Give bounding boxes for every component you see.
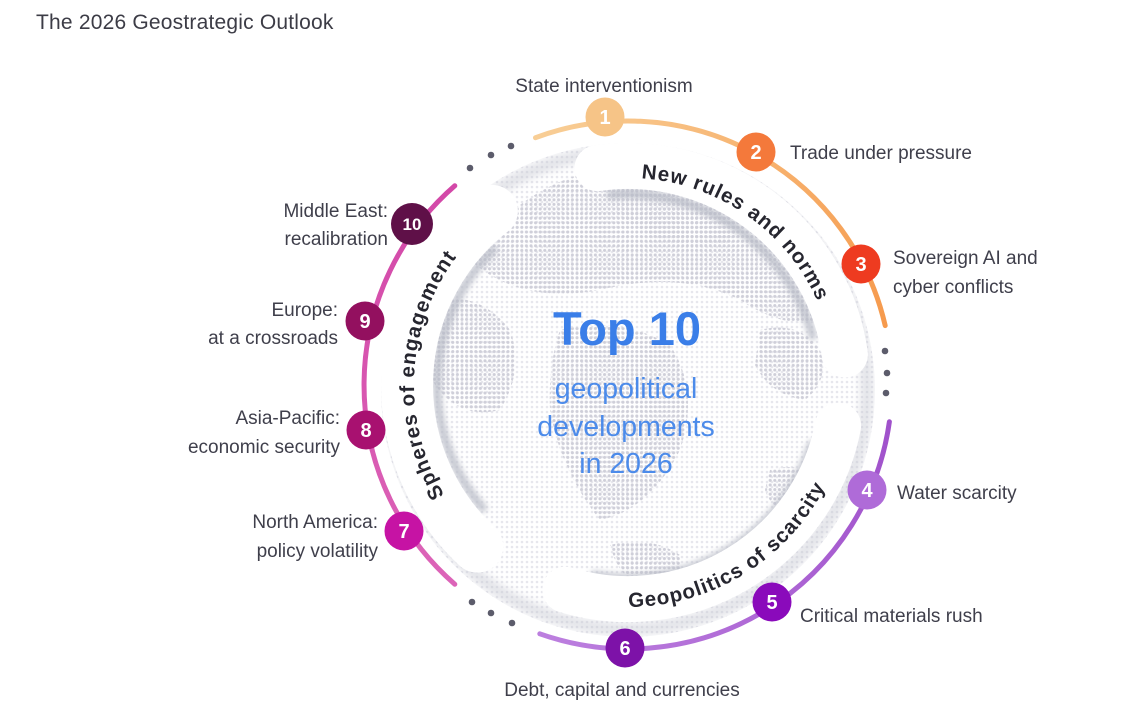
item-8-label-line-2: economic security — [188, 437, 341, 458]
item-6-debt-capital-currencies: 6 Debt, capital and currencies — [504, 628, 740, 701]
item-4-water-scarcity: 4 Water scarcity — [847, 470, 1017, 510]
item-3-number: 3 — [855, 254, 866, 276]
item-4-label: Water scarcity — [897, 483, 1017, 504]
item-8-label-line-1: Asia-Pacific: — [235, 408, 340, 429]
item-4-number: 4 — [861, 480, 873, 502]
item-9-europe-at-a-crossroads: 9 Europe: at a crossroads — [208, 300, 385, 349]
item-6-label: Debt, capital and currencies — [504, 680, 740, 701]
center-headline-block: Top 10 geopolitical developments in 2026 — [537, 302, 714, 480]
item-5-number: 5 — [766, 592, 777, 614]
item-10-marker — [391, 203, 433, 245]
item-3-label-line-1: Sovereign AI and — [893, 248, 1038, 269]
item-2-trade-under-pressure: 2 Trade under pressure — [736, 132, 972, 172]
item-6-number: 6 — [619, 638, 630, 660]
item-7-label-line-1: North America: — [252, 512, 378, 533]
item-7-number: 7 — [398, 521, 409, 543]
item-9-label-line-2: at a crossroads — [208, 328, 338, 349]
ribbon-bands — [381, 143, 868, 623]
separator-dots-top-left — [466, 142, 515, 172]
item-10-middle-east-recalibration: 10 Middle East: recalibration — [283, 201, 433, 250]
item-6-marker — [605, 628, 645, 668]
item-2-marker — [736, 132, 776, 172]
item-3-sovereign-ai-cyber-conflicts: 3 Sovereign AI and cyber conflicts — [841, 244, 1038, 298]
item-5-critical-materials-rush: 5 Critical materials rush — [752, 582, 983, 627]
item-9-marker — [345, 301, 385, 341]
separator-dots-bottom-left — [468, 598, 516, 627]
item-8-asia-pacific-economic-security: 8 Asia-Pacific: economic security — [188, 408, 386, 458]
item-7-marker — [384, 511, 424, 551]
item-2-number: 2 — [750, 142, 761, 164]
item-3-marker — [841, 244, 881, 284]
item-4-marker — [847, 470, 887, 510]
item-3-label-line-2: cyber conflicts — [893, 277, 1013, 298]
center-subline-3: in 2026 — [579, 448, 673, 480]
item-9-label-line-1: Europe: — [271, 300, 338, 321]
item-7-label-line-2: policy volatility — [257, 541, 379, 562]
item-8-marker — [346, 410, 386, 450]
item-8-number: 8 — [360, 420, 371, 442]
separator-dots-right — [881, 347, 891, 397]
page-title: The 2026 Geostrategic Outlook — [36, 11, 334, 34]
item-9-number: 9 — [359, 311, 370, 333]
item-1-label: State interventionism — [515, 76, 692, 97]
item-10-label-line-2: recalibration — [285, 229, 389, 250]
item-5-marker — [752, 582, 792, 622]
center-subline-1: geopolitical — [555, 373, 698, 405]
item-1-number: 1 — [599, 107, 610, 129]
item-10-number: 10 — [403, 215, 422, 234]
item-2-label: Trade under pressure — [790, 143, 972, 164]
item-7-north-america-policy-volatility: 7 North America: policy volatility — [252, 511, 424, 562]
item-1-state-interventionism: 1 State interventionism — [515, 76, 693, 137]
center-headline: Top 10 — [553, 302, 701, 355]
item-10-label-line-1: Middle East: — [283, 201, 388, 222]
center-subline-2: developments — [537, 411, 714, 443]
item-5-label: Critical materials rush — [800, 606, 983, 627]
item-1-marker — [585, 97, 625, 137]
